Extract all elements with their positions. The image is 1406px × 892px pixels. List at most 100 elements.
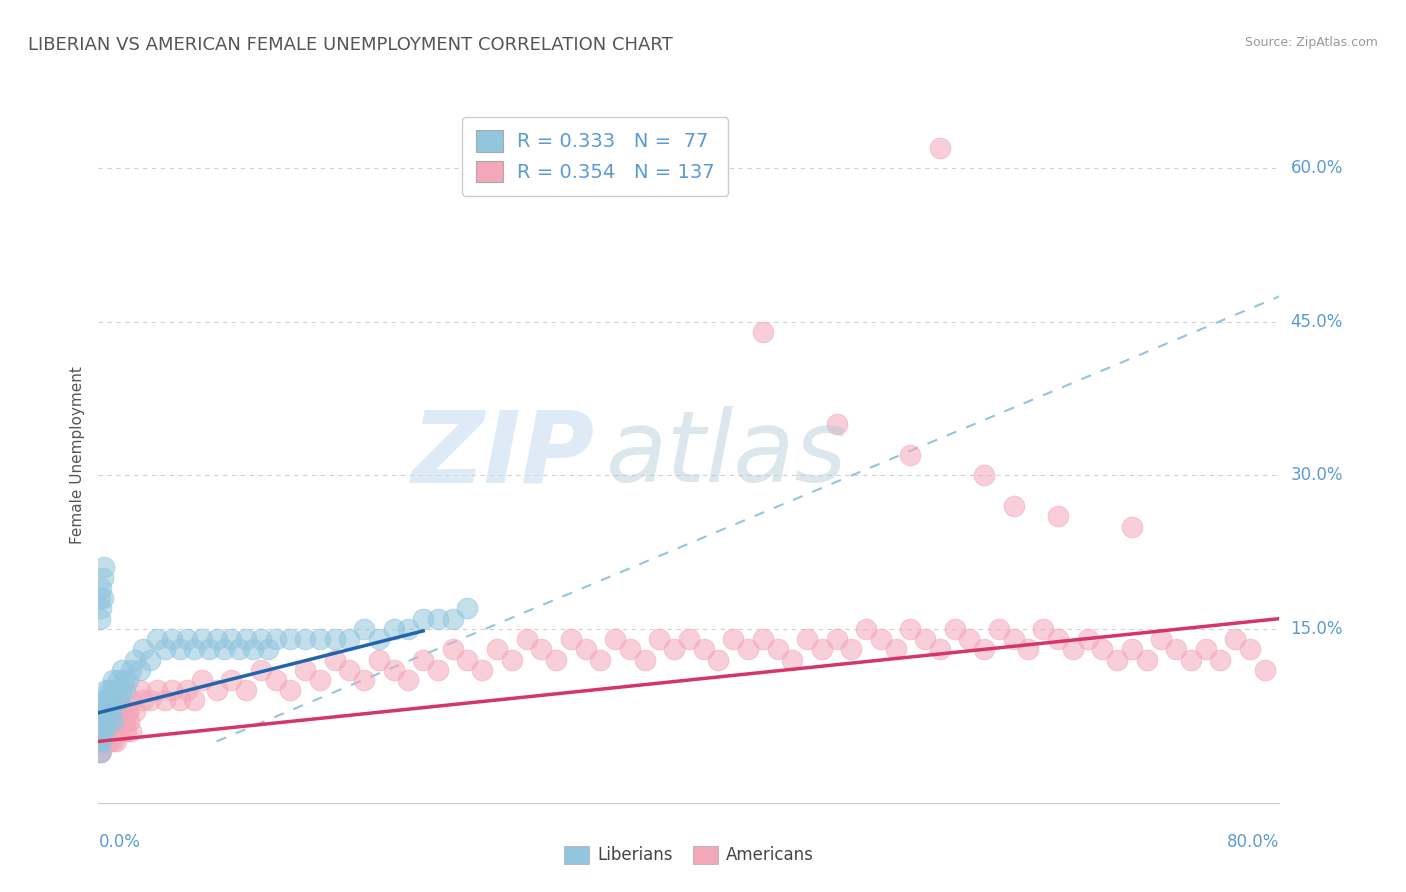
Point [94,714,117,728]
Point [91,724,114,739]
Point [104,704,127,718]
Point [457,652,479,666]
Point [323,632,346,646]
Point [139,652,162,666]
Point [132,642,155,657]
Point [146,683,169,698]
Point [89,612,111,626]
Point [97,714,120,728]
Point [560,632,582,646]
Point [94,714,117,728]
Point [104,683,127,698]
Point [782,652,804,666]
Point [1032,622,1054,636]
Point [441,642,464,657]
Point [242,642,264,657]
Point [412,612,434,626]
Point [162,683,183,698]
Point [98,693,121,707]
Point [1121,519,1143,533]
Point [1225,632,1247,646]
Text: 45.0%: 45.0% [1291,313,1343,331]
Point [176,683,198,698]
Point [98,704,121,718]
Point [98,724,121,739]
Point [89,724,111,739]
Point [128,683,150,698]
Point [96,704,118,718]
Point [114,714,136,728]
Point [120,663,142,677]
Point [723,632,745,646]
Y-axis label: Female Unemployment: Female Unemployment [69,366,84,544]
Text: 0.0%: 0.0% [98,833,141,851]
Point [648,632,671,646]
Point [91,724,114,739]
Point [132,693,155,707]
Point [398,622,420,636]
Point [89,714,111,728]
Point [766,642,789,657]
Point [1002,499,1025,513]
Point [1002,632,1025,646]
Point [97,683,120,698]
Point [1091,642,1114,657]
Point [93,714,115,728]
Point [107,673,129,687]
Point [929,642,952,657]
Point [90,734,112,748]
Point [988,622,1011,636]
Point [111,714,134,728]
Point [90,714,112,728]
Point [94,693,117,707]
Point [146,632,169,646]
Point [634,652,657,666]
Point [250,663,273,677]
Point [1018,642,1040,657]
Point [98,734,121,748]
Point [96,724,118,739]
Point [605,632,627,646]
Point [221,632,243,646]
Point [264,632,287,646]
Point [900,622,922,636]
Point [943,622,966,636]
Point [107,704,129,718]
Point [198,642,221,657]
Point [120,724,142,739]
Point [205,632,228,646]
Point [93,704,115,718]
Point [169,642,191,657]
Point [368,652,391,666]
Point [96,714,118,728]
Point [1180,652,1202,666]
Point [94,734,117,748]
Point [294,663,316,677]
Point [309,673,332,687]
Point [93,560,115,574]
Point [93,724,115,739]
Point [128,663,150,677]
Point [339,632,361,646]
Point [91,734,114,748]
Point [97,714,120,728]
Point [89,734,111,748]
Point [294,632,316,646]
Point [183,642,205,657]
Point [91,571,114,585]
Point [929,141,952,155]
Point [752,325,775,339]
Point [89,724,111,739]
Point [257,642,280,657]
Point [412,652,434,666]
Point [427,663,450,677]
Point [441,612,464,626]
Point [501,652,523,666]
Point [153,642,176,657]
Point [1150,632,1173,646]
Point [93,714,115,728]
Point [98,704,121,718]
Point [1046,632,1070,646]
Point [1107,652,1129,666]
Point [91,591,114,606]
